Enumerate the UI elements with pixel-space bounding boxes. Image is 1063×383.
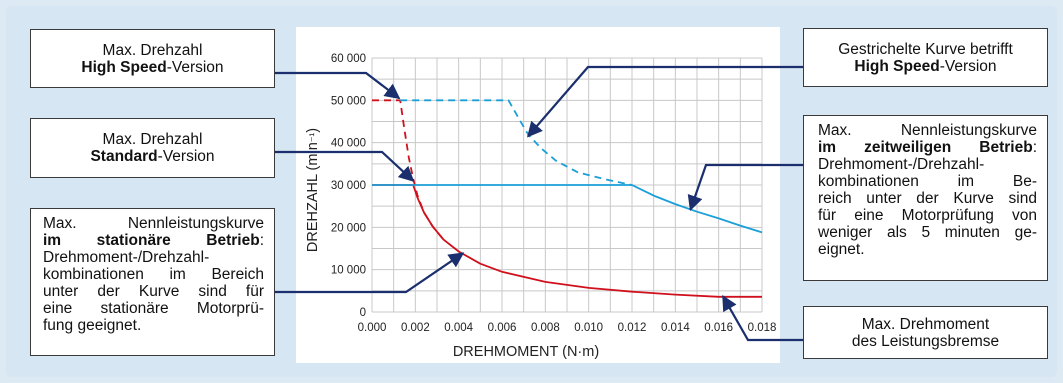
x-tick-label: 0.016 xyxy=(704,322,733,334)
callout-bold: High Speed xyxy=(81,58,167,76)
y-tick-label: 30 000 xyxy=(331,180,366,192)
y-tick-label: 20 000 xyxy=(331,222,366,234)
blue-dashed-curve xyxy=(400,99,633,186)
x-tick-label: 0.002 xyxy=(401,322,430,334)
leader-max-torque xyxy=(722,294,803,342)
leader-std-max xyxy=(275,150,415,182)
leader-high-max xyxy=(275,71,401,100)
x-axis-label: DREHMOMENT (N·m) xyxy=(453,344,599,360)
x-tick-label: 0.010 xyxy=(574,322,603,334)
y-tick-label: 10 000 xyxy=(331,265,366,277)
callout-high-speed-max: Max. Drehzahl High Speed-Version xyxy=(30,29,275,88)
callout-dashed-curve: Gestrichelte Kurve betrifft High Speed-V… xyxy=(803,28,1048,87)
y-tick-label: 40 000 xyxy=(331,138,366,150)
callout-max-torque: Max. Drehmoment des Leistungsbremse xyxy=(803,306,1048,359)
x-tick-label: 0.014 xyxy=(661,322,690,334)
callout-line: des Leistungsbremse xyxy=(851,332,1000,350)
callout-line: Gestrichelte Kurve betrifft xyxy=(838,40,1013,58)
x-tick-label: 0.000 xyxy=(358,322,387,334)
callout-stationary: Max. Nennleistungskurve im stationäre Be… xyxy=(30,208,275,356)
callout-line: Max. Drehmoment xyxy=(861,315,990,333)
blue-solid-curve xyxy=(372,184,763,234)
y-axis-label: DREHZAHL (min⁻¹) xyxy=(305,128,321,252)
leader-stationary xyxy=(275,252,465,294)
x-tick-label: 0.006 xyxy=(488,322,517,334)
x-tick-label: 0.008 xyxy=(531,322,560,334)
callout-temporary: Max. Nennleistungskurve im zeitweiligen … xyxy=(803,115,1048,281)
callout-bold: High Speed xyxy=(854,57,940,75)
x-tick-label: 0.012 xyxy=(618,322,647,334)
leader-temporary xyxy=(687,163,803,212)
y-tick-label: 0 xyxy=(360,307,366,319)
red-dashed-curve xyxy=(372,99,445,241)
y-tick-label: 50 000 xyxy=(331,95,366,107)
x-tick-label: 0.004 xyxy=(444,322,473,334)
callout-bold: Standard xyxy=(90,148,158,165)
y-tick-label: 60 000 xyxy=(331,53,366,65)
callout-standard-max: Max. Drehzahl Standard-Version xyxy=(30,118,275,178)
callout-line: Max. Drehzahl xyxy=(102,41,203,59)
callout-line: Max. Drehzahl xyxy=(102,131,203,148)
x-tick-label: 0.018 xyxy=(748,322,777,334)
leader-dashed xyxy=(526,65,803,138)
